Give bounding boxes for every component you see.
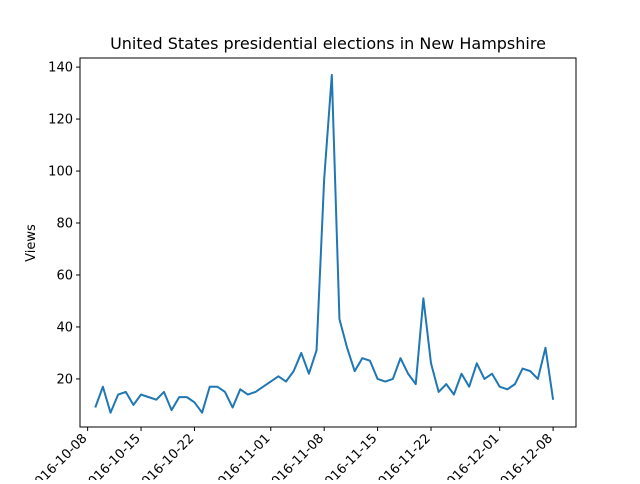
data-point [316,349,318,351]
x-tick-label: 2016-12-08 [492,431,556,480]
data-point [552,399,554,401]
data-point [346,347,348,349]
y-tick-label: 140 [48,61,73,76]
chart-title: United States presidential elections in … [110,34,546,53]
data-point [468,386,470,388]
data-point [544,347,546,349]
series-line [94,73,555,414]
data-point [110,412,112,414]
data-point [277,375,279,377]
data-point [514,383,516,385]
data-point [384,381,386,383]
y-tick-label: 120 [48,113,73,128]
data-point [438,391,440,393]
x-tick-label: 2016-10-08 [26,431,90,480]
data-point [537,378,539,380]
data-point [453,394,455,396]
data-point [262,386,264,388]
data-point [399,357,401,359]
data-point [193,401,195,403]
data-point [361,357,363,359]
x-tick-label: 2016-10-15 [80,431,144,480]
data-point [232,407,234,409]
y-axis-label: Views [24,224,39,262]
data-point [102,386,104,388]
y-tick-label: 60 [56,268,73,283]
data-point [285,381,287,383]
data-point [239,388,241,390]
y-tick-label: 40 [56,320,73,335]
data-point [491,373,493,375]
data-point [163,391,165,393]
data-point [140,394,142,396]
data-point [94,407,96,409]
data-point [506,388,508,390]
data-point [338,318,340,320]
x-tick-label: 2016-11-22 [370,431,434,480]
data-point [445,383,447,385]
data-point [331,74,333,76]
y-tick-label: 20 [56,372,73,387]
y-tick-label: 100 [48,165,73,180]
data-point [430,362,432,364]
data-point [422,297,424,299]
data-point [415,383,417,385]
data-point [300,352,302,354]
data-point [522,368,524,370]
data-point [308,373,310,375]
data-point [407,373,409,375]
data-point [377,378,379,380]
x-tick-label: 2016-11-08 [263,431,327,480]
data-point [247,394,249,396]
plot-frame [79,57,577,428]
data-point [209,386,211,388]
data-point [293,370,295,372]
data-point [216,386,218,388]
data-point [392,378,394,380]
data-point [354,370,356,372]
data-point [270,381,272,383]
data-point [255,391,257,393]
data-point [178,396,180,398]
y-tick-label: 80 [56,217,73,232]
data-point [461,373,463,375]
data-point [476,362,478,364]
data-point [224,391,226,393]
data-point [369,360,371,362]
data-point [186,396,188,398]
data-point [125,391,127,393]
data-point [155,399,157,401]
x-tick-label: 2016-11-01 [210,431,274,480]
data-point [323,178,325,180]
data-point [529,370,531,372]
data-point [201,412,203,414]
x-tick-label: 2016-10-22 [133,431,197,480]
data-point [483,378,485,380]
data-point [171,409,173,411]
data-point [132,404,134,406]
x-tick-label: 2016-12-01 [438,431,502,480]
data-point [499,386,501,388]
data-point [148,396,150,398]
x-tick-label: 2016-11-15 [316,431,380,480]
data-point [117,394,119,396]
